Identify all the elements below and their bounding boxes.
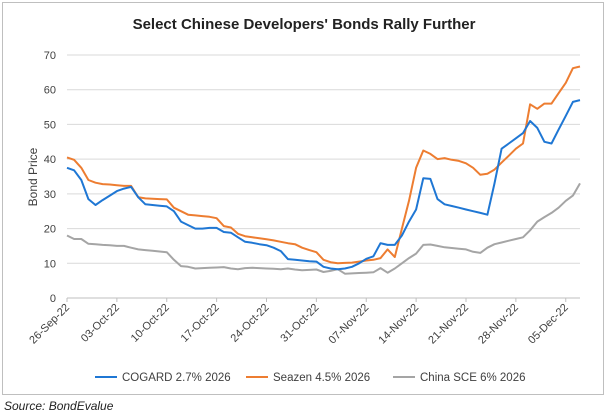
legend-label: China SCE 6% 2026 <box>420 372 525 384</box>
series-line-seazen <box>66 65 581 265</box>
chart-frame <box>2 2 604 395</box>
series-line-cogard <box>66 99 581 271</box>
x-tick-label: 28-Nov-22 <box>476 302 521 347</box>
y-tick-label: 0 <box>50 293 56 305</box>
x-tick-label: 03-Oct-22 <box>79 302 122 345</box>
x-tick-label: 17-Oct-22 <box>179 302 222 345</box>
x-tick-label: 14-Nov-22 <box>376 302 421 347</box>
x-tick-label: 07-Nov-22 <box>327 302 372 347</box>
y-axis-label: Bond Price <box>26 147 40 206</box>
x-tick-label: 31-Oct-22 <box>278 302 321 345</box>
y-tick-labels: 0 10 20 30 40 50 60 70 <box>44 50 56 305</box>
chart-title: Select Chinese Developers' Bonds Rally F… <box>132 16 476 33</box>
legend: COGARD 2.7% 2026 Seazen 4.5% 2026 China SC… <box>95 372 525 384</box>
legend-label: Seazen 4.5% 2026 <box>273 372 370 384</box>
x-tick-labels: 26-Sep-22 03-Oct-22 10-Oct-22 17-Oct-22 24-O… <box>27 302 571 347</box>
series-line-china <box>66 182 581 275</box>
source-note: Source: BondEvalue <box>4 399 114 413</box>
axes <box>66 297 580 302</box>
series-lines <box>66 65 581 275</box>
y-tick-label: 50 <box>44 119 56 131</box>
y-tick-label: 60 <box>44 85 56 97</box>
x-tick-label: 05-Dec-22 <box>526 302 571 347</box>
y-tick-label: 70 <box>44 50 56 62</box>
y-tick-label: 20 <box>44 224 56 236</box>
x-tick-label: 21-Nov-22 <box>426 302 471 347</box>
gridlines <box>67 54 580 264</box>
y-tick-label: 10 <box>44 258 56 270</box>
x-tick-label: 10-Oct-22 <box>129 302 172 345</box>
y-tick-label: 30 <box>44 189 56 201</box>
legend-label: COGARD 2.7% 2026 <box>122 372 231 384</box>
y-tick-label: 40 <box>44 154 56 166</box>
x-tick-label: 26-Sep-22 <box>27 302 72 347</box>
x-tick-label: 24-Oct-22 <box>229 302 272 345</box>
